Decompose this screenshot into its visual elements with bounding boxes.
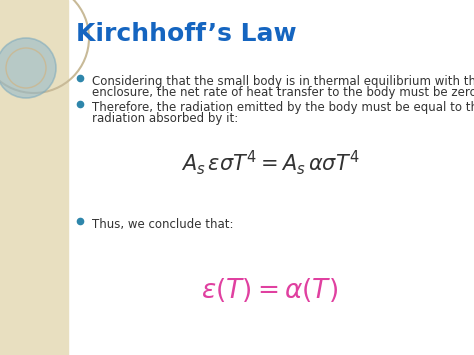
Text: Considering that the small body is in thermal equilibrium with the: Considering that the small body is in th… bbox=[92, 75, 474, 88]
Text: $A_s\,\varepsilon\sigma T^4 = A_s\,\alpha\sigma T^4$: $A_s\,\varepsilon\sigma T^4 = A_s\,\alph… bbox=[181, 149, 359, 178]
Text: Therefore, the radiation emitted by the body must be equal to the: Therefore, the radiation emitted by the … bbox=[92, 101, 474, 114]
Text: enclosure, the net rate of heat transfer to the body must be zero.: enclosure, the net rate of heat transfer… bbox=[92, 86, 474, 99]
Text: Kirchhoff’s Law: Kirchhoff’s Law bbox=[76, 22, 297, 46]
Bar bbox=[0, 0, 68, 355]
Text: Thus, we conclude that:: Thus, we conclude that: bbox=[92, 218, 234, 231]
Text: $\varepsilon(T) = \alpha(T)$: $\varepsilon(T) = \alpha(T)$ bbox=[201, 276, 338, 304]
Circle shape bbox=[0, 38, 56, 98]
Text: radiation absorbed by it:: radiation absorbed by it: bbox=[92, 112, 238, 125]
